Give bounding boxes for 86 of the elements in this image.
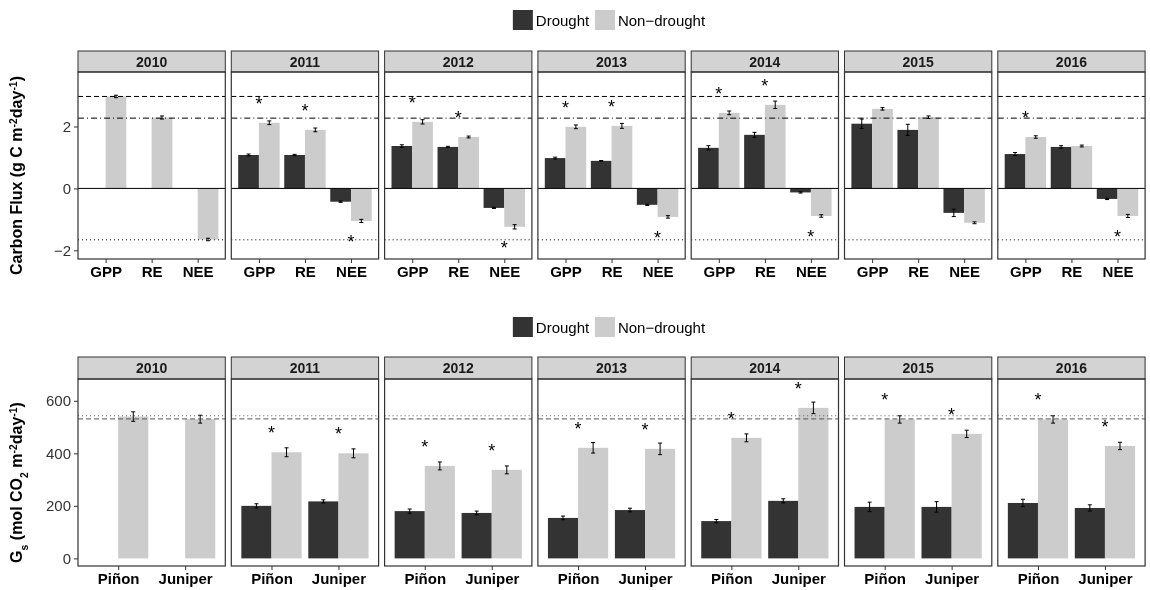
chart-title: 2013 <box>595 360 628 376</box>
x-tick-label: RE <box>601 262 623 280</box>
x-tick-label: RE <box>448 262 470 280</box>
chart-title: 2011 <box>289 360 321 376</box>
x-tick-label: GPP <box>550 262 582 280</box>
x-tick-label: GPP <box>703 262 736 280</box>
x-tick-label: Piñon <box>97 569 140 587</box>
x-tick-label: Piñon <box>557 569 600 587</box>
annotation: * <box>488 440 496 461</box>
chart-title: 2014 <box>749 360 781 376</box>
x-tick-label: Piñon <box>404 569 447 587</box>
x-tick-label: Juniper <box>1078 569 1133 587</box>
annotation: * <box>574 418 582 439</box>
x-tick-label: RE <box>1061 262 1083 280</box>
annotation: * <box>1034 390 1042 411</box>
x-tick-label: Juniper <box>771 569 827 587</box>
annotation: * <box>948 404 956 425</box>
y-tick-label: 600 <box>45 392 71 410</box>
legend-label: Drought <box>535 12 591 29</box>
chart-title: 2010 <box>136 53 168 70</box>
x-tick-label: RE <box>754 262 776 280</box>
x-tick-label: RE <box>295 262 316 280</box>
x-tick-label: Piñon <box>1017 569 1060 587</box>
x-tick-label: NEE <box>489 262 521 280</box>
x-tick-label: Juniper <box>925 569 980 587</box>
annotation: * <box>334 424 342 445</box>
x-tick-label: RE <box>908 262 930 280</box>
x-tick-label: Juniper <box>618 569 673 587</box>
y-tick-label: 0 <box>62 549 71 567</box>
x-tick-label: NEE <box>336 262 367 280</box>
annotation: * <box>255 93 263 114</box>
x-tick-label: Piñon <box>864 569 907 587</box>
y-tick-label: 200 <box>45 497 71 515</box>
y-tick-label: 2 <box>62 117 71 135</box>
x-tick-label: NEE <box>642 262 674 280</box>
x-tick-label: GPP <box>243 262 276 280</box>
annotation: * <box>715 83 723 104</box>
annotation: * <box>608 96 616 117</box>
chart-title: 2014 <box>749 53 781 70</box>
chart-title: 2015 <box>902 360 934 376</box>
chart-title: 2011 <box>289 53 321 70</box>
annotation: * <box>807 226 815 247</box>
x-tick-label: Juniper <box>311 569 367 587</box>
annotation: * <box>1021 108 1029 129</box>
x-tick-label: GPP <box>90 262 122 280</box>
x-tick-label: NEE <box>182 262 214 280</box>
annotation: * <box>881 390 889 411</box>
annotation: * <box>301 100 309 121</box>
chart-title: 2012 <box>442 360 475 376</box>
annotation: * <box>761 75 769 96</box>
annotation: * <box>267 423 275 444</box>
y-tick-label: 400 <box>45 444 71 462</box>
legend-label: Non−drought <box>617 319 706 336</box>
legend-label: Drought <box>535 319 591 336</box>
x-tick-label: NEE <box>949 262 981 280</box>
annotation: * <box>727 408 735 429</box>
annotation: * <box>408 92 416 113</box>
annotation: * <box>641 419 649 440</box>
x-tick-label: Piñon <box>711 569 753 587</box>
chart-title: 2016 <box>1055 53 1088 70</box>
x-tick-label: GPP <box>396 262 429 280</box>
annotation: * <box>1101 416 1109 437</box>
annotation: * <box>347 231 355 252</box>
chart-title: 2016 <box>1055 360 1088 376</box>
y-tick-label: −2 <box>53 241 71 259</box>
annotation: * <box>562 97 570 118</box>
chart-title: 2015 <box>902 53 934 70</box>
x-tick-label: NEE <box>1102 262 1134 280</box>
y-tick-label: 0 <box>62 179 71 197</box>
legend-label: Non−drought <box>617 12 706 29</box>
x-tick-label: Juniper <box>465 569 520 587</box>
annotation: * <box>794 378 802 399</box>
annotation: * <box>654 227 662 248</box>
annotation: * <box>1113 226 1121 247</box>
x-tick-label: NEE <box>795 262 827 280</box>
chart-title: 2013 <box>595 53 628 70</box>
chart-title: 2012 <box>442 53 475 70</box>
annotation: * <box>500 237 508 258</box>
annotation: * <box>454 108 462 129</box>
chart-title: 2010 <box>136 360 168 376</box>
x-tick-label: RE <box>141 262 163 280</box>
annotation: * <box>421 436 429 457</box>
x-tick-label: Piñon <box>251 569 293 587</box>
x-tick-label: GPP <box>1010 262 1042 280</box>
x-tick-label: Juniper <box>158 569 213 587</box>
x-tick-label: GPP <box>856 262 889 280</box>
